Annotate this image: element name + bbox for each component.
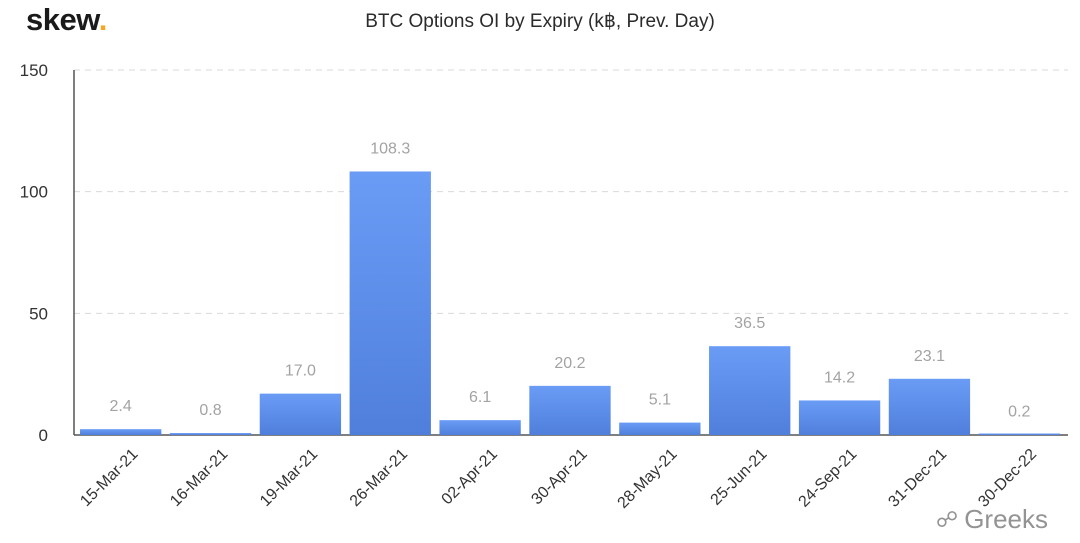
logo-dot: .: [98, 2, 108, 37]
x-tick-label: 24-Sep-21: [796, 446, 861, 511]
bar: [80, 429, 162, 435]
value-label: 5.1: [649, 392, 671, 409]
value-label: 14.2: [824, 369, 855, 386]
chart-title: BTC Options OI by Expiry (k฿, Prev. Day): [365, 11, 715, 32]
grid-lines: [74, 69, 1068, 314]
x-tick-label: 28-May-21: [615, 446, 681, 512]
x-tick-label: 25-Jun-21: [708, 446, 771, 509]
watermark-text: Greeks: [964, 504, 1048, 534]
watermark: ☍ Greeks: [936, 504, 1048, 535]
x-tick-label: 30-Apr-21: [528, 446, 590, 508]
value-label: 108.3: [370, 140, 410, 157]
x-tick-label: 26-Mar-21: [347, 446, 411, 510]
bar: [259, 393, 342, 435]
bar: [349, 171, 431, 435]
value-label: 17.0: [285, 363, 316, 380]
skew-logo: skew.: [26, 2, 107, 38]
value-label: 20.2: [554, 355, 585, 372]
bar: [978, 433, 1060, 435]
value-label: 23.1: [914, 348, 945, 365]
x-tick-label: 30-Dec-22: [975, 446, 1040, 511]
y-tick-label: 150: [20, 61, 48, 80]
y-tick-label: 100: [20, 183, 48, 202]
y-tick-labels: 0 50 100 150: [20, 61, 48, 445]
value-label: 36.5: [734, 315, 765, 332]
bar: [439, 420, 521, 435]
bar: [888, 378, 971, 435]
x-tick-label: 02-Apr-21: [439, 446, 501, 508]
bar: [798, 400, 881, 435]
wechat-icon: ☍: [935, 506, 959, 532]
x-tick-label: 15-Mar-21: [77, 446, 141, 510]
x-tick-label: 16-Mar-21: [167, 446, 231, 510]
value-label: 0.2: [1008, 404, 1030, 421]
value-label: 6.1: [469, 389, 491, 406]
y-tick-label: 50: [29, 304, 48, 323]
x-tick-label: 31-Dec-21: [885, 446, 950, 511]
x-tick-labels: 15-Mar-21 16-Mar-21 19-Mar-21 26-Mar-21 02-A…: [77, 446, 1040, 512]
y-tick-label: 0: [39, 426, 48, 445]
bar: [619, 422, 701, 435]
x-tick-label: 19-Mar-21: [257, 446, 321, 510]
bar: [709, 346, 791, 435]
value-label: 2.4: [110, 398, 132, 415]
logo-text: skew: [26, 2, 99, 37]
bars: [80, 171, 1060, 435]
value-labels: 2.4 0.8 17.0 108.3 6.1 20.2 5.1 36.5 14.2 23.1 0.2: [110, 140, 1031, 420]
bar: [169, 433, 252, 435]
value-label: 0.8: [199, 402, 221, 419]
bar: [529, 385, 611, 435]
